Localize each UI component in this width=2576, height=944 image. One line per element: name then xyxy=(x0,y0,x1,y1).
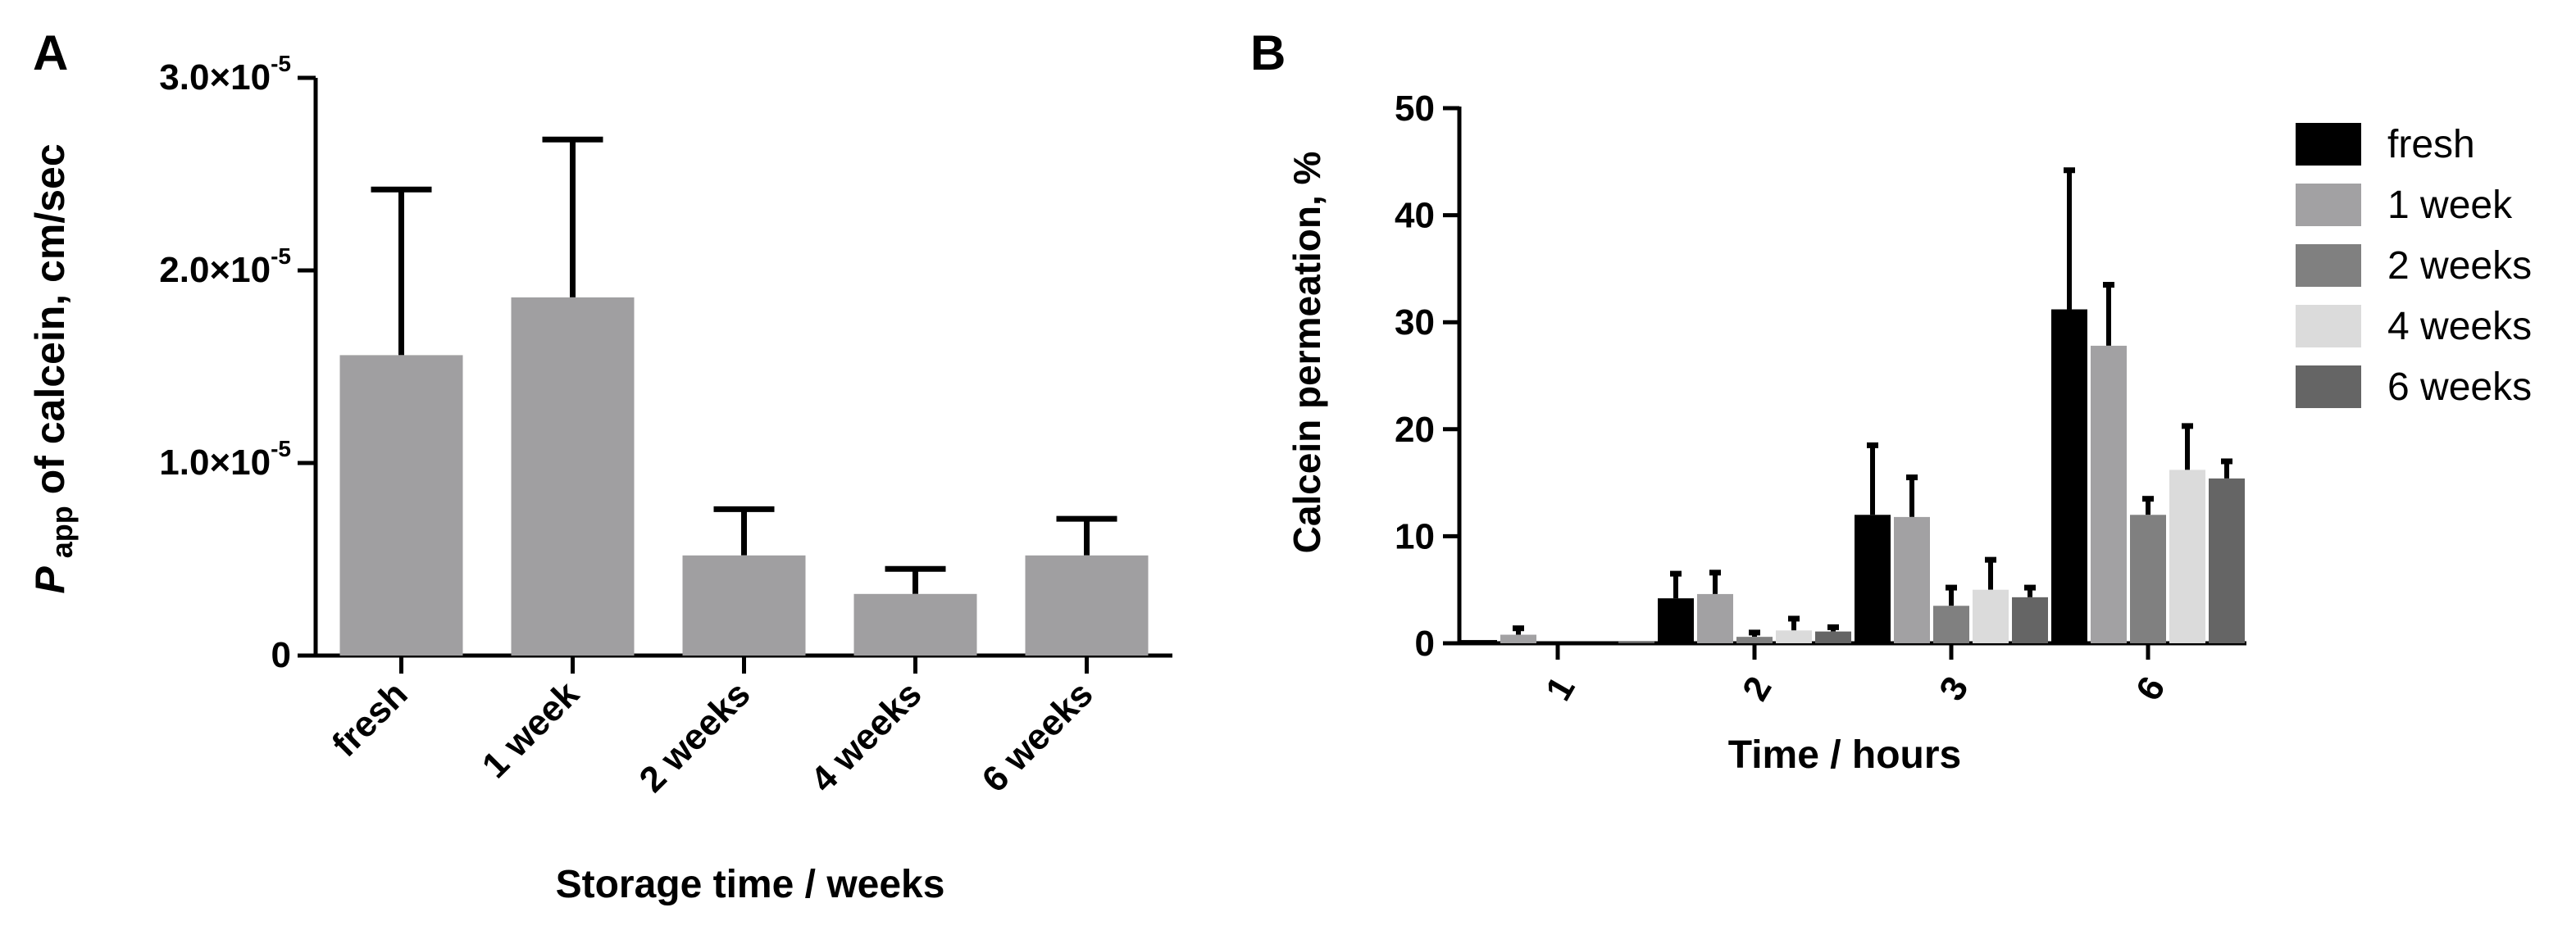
bar xyxy=(1025,555,1149,656)
legend-label: 4 weeks xyxy=(2387,305,2532,348)
legend-swatch xyxy=(2296,184,2361,226)
bar xyxy=(2130,515,2166,643)
legend-label: fresh xyxy=(2387,123,2475,166)
y-tick-label: 0 xyxy=(1415,624,1435,664)
bar xyxy=(1815,631,1851,643)
legend-swatch xyxy=(2296,365,2361,408)
x-tick-label: 6 xyxy=(2128,670,2173,708)
x-axis-title: Time / hours xyxy=(1728,733,1962,777)
y-tick-label: 1.0×10-5 xyxy=(159,436,291,483)
x-tick-label: 4 weeks xyxy=(803,674,930,800)
legend-label: 6 weeks xyxy=(2387,365,2532,409)
bar xyxy=(2091,345,2127,643)
y-axis-title: P app of calcein, cm/sec xyxy=(27,143,79,593)
bar xyxy=(1461,640,1497,643)
x-tick-label: 3 xyxy=(1932,670,1977,708)
bar xyxy=(2209,478,2245,643)
bar xyxy=(2169,470,2205,643)
bar xyxy=(1933,606,1969,643)
panel-b-letter: B xyxy=(1250,25,1286,80)
x-axis-title: Storage time / weeks xyxy=(556,863,945,906)
bar xyxy=(853,593,977,656)
x-tick-label: 2 weeks xyxy=(632,674,758,800)
bar xyxy=(1500,634,1536,643)
bar xyxy=(1855,515,1891,643)
x-tick-label: 2 xyxy=(1735,670,1780,708)
bar xyxy=(1894,516,1930,643)
legend-swatch xyxy=(2296,244,2361,287)
legend-label: 2 weeks xyxy=(2387,244,2532,288)
x-tick-label: 1 xyxy=(1538,670,1583,708)
bar xyxy=(2051,309,2087,643)
legend-swatch xyxy=(2296,123,2361,166)
bar xyxy=(511,297,635,656)
y-tick-label: 40 xyxy=(1395,196,1435,236)
x-tick-label: 1 week xyxy=(475,674,587,786)
y-tick-label: 20 xyxy=(1395,410,1435,450)
bar xyxy=(339,355,463,656)
panel-b-chart: 0 10 20 30 40 50 1 2 3 6 Time / hours Calcein perme… xyxy=(1286,88,2532,777)
y-tick-label: 30 xyxy=(1395,302,1435,343)
y-tick-label: 0 xyxy=(271,635,291,675)
x-tick-label: 6 weeks xyxy=(975,674,1101,800)
legend-swatch xyxy=(2296,305,2361,347)
bar xyxy=(2012,597,2048,643)
y-tick-label: 50 xyxy=(1395,88,1435,129)
bar xyxy=(682,555,806,656)
x-tick-label: fresh xyxy=(325,674,416,765)
panel-a-chart: 0 1.0×10-5 2.0×10-5 3.0×10-5 fresh 1 week 2 we… xyxy=(27,51,1172,906)
y-tick-label: 3.0×10-5 xyxy=(159,51,291,98)
bar xyxy=(1776,630,1812,643)
y-tick-label: 2.0×10-5 xyxy=(159,243,291,290)
bar xyxy=(1736,637,1773,643)
legend-label: 1 week xyxy=(2387,184,2513,227)
bar xyxy=(1697,593,1733,643)
panel-a-letter: A xyxy=(33,25,69,80)
y-axis-title: Calcein permeation, % xyxy=(1286,152,1328,554)
bar xyxy=(1973,589,2009,643)
bar xyxy=(1658,598,1694,643)
y-tick-label: 10 xyxy=(1395,516,1435,556)
bar xyxy=(1618,641,1654,643)
